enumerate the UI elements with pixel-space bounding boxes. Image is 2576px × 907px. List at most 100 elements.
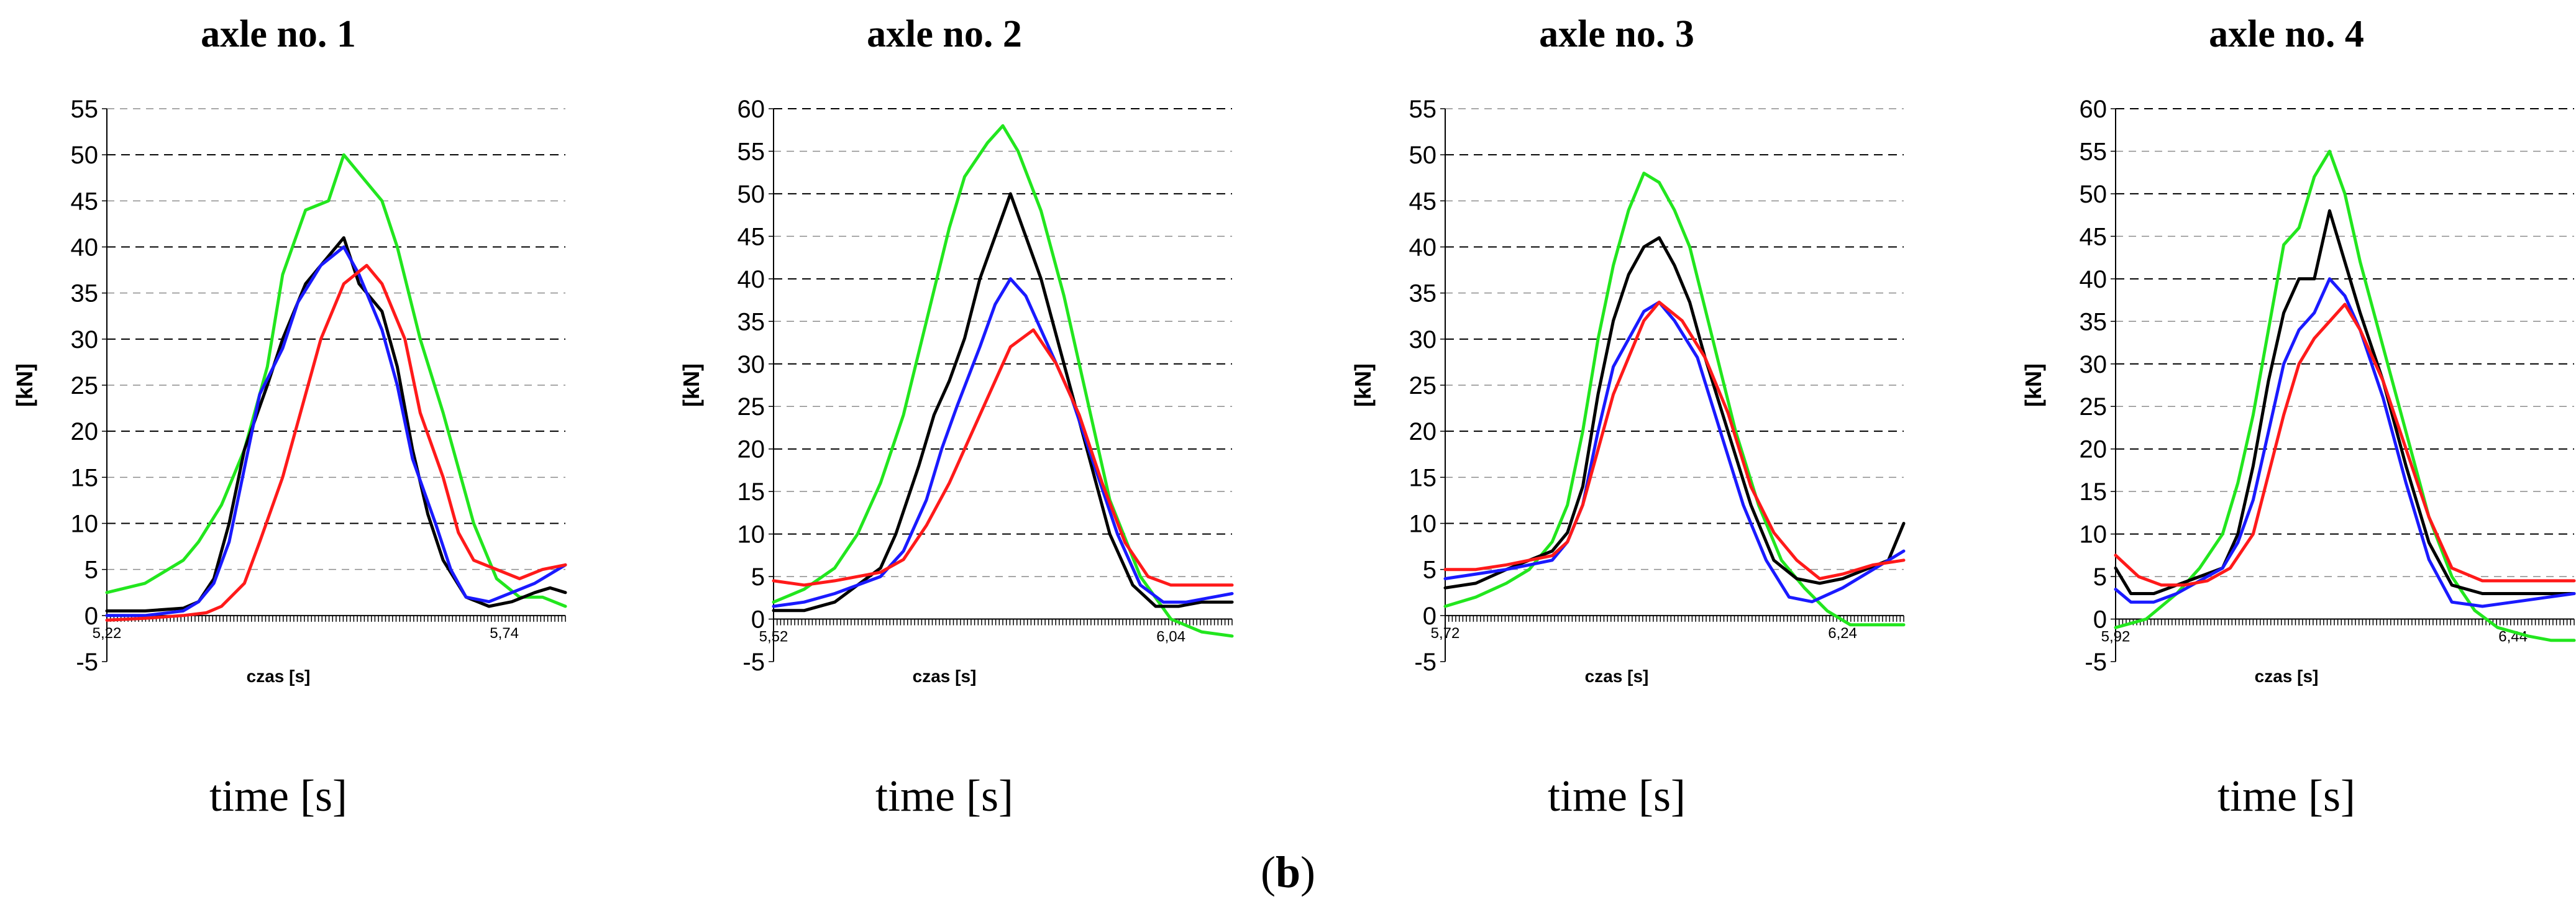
series-line-red — [105, 263, 567, 622]
y-tick-label: -5 — [76, 649, 98, 676]
x-axis-label: czas [s] — [2255, 667, 2319, 686]
chart-panel-3: axle no. 3 -5 0 5 10 15 20 25 30 35 40 45 50 55 5,72 6,… — [1350, 13, 1906, 821]
series-line-red — [2114, 303, 2576, 587]
x-tick-label: 6,04 — [1156, 629, 1185, 645]
y-tick-label: 0 — [84, 603, 98, 630]
caption-letter: b — [1276, 847, 1300, 897]
caption-close: ) — [1300, 847, 1315, 897]
y-tick-label: 10 — [2080, 521, 2108, 549]
y-tick-label: 25 — [71, 372, 99, 399]
y-tick-label: 5 — [751, 563, 765, 591]
y-tick-label: 20 — [2080, 436, 2108, 463]
y-tick-label: 15 — [1409, 464, 1437, 491]
y-tick-label: 5 — [2093, 563, 2107, 591]
x-tick-label: 5,92 — [2101, 629, 2131, 645]
y-tick-label: 35 — [738, 308, 765, 335]
y-tick-label: 10 — [738, 521, 765, 549]
y-tick-label: 50 — [2080, 181, 2108, 208]
y-tick-label: 25 — [738, 393, 765, 421]
y-tick-label: 0 — [1423, 603, 1436, 630]
series-line-blue — [1443, 301, 1906, 604]
y-tick-label: 40 — [2080, 266, 2108, 293]
y-axis-label: [kN] — [1350, 363, 1376, 407]
y-tick-label: 15 — [2080, 478, 2108, 506]
chart-title: axle no. 3 — [1539, 13, 1694, 55]
y-tick-label: 60 — [738, 96, 765, 123]
caption-open: ( — [1261, 847, 1276, 897]
y-tick-label: 30 — [738, 351, 765, 378]
y-tick-label: 40 — [738, 266, 765, 293]
y-tick-label: 35 — [1409, 280, 1437, 308]
y-tick-label: 5 — [84, 557, 98, 584]
y-tick-label: 55 — [1409, 96, 1437, 123]
y-tick-label: -5 — [742, 649, 765, 676]
y-tick-label: 50 — [1409, 142, 1437, 169]
y-tick-label: 55 — [2080, 138, 2108, 165]
chart-title: axle no. 4 — [2209, 13, 2364, 55]
y-tick-label: -5 — [1414, 649, 1436, 676]
y-tick-label: 20 — [71, 418, 99, 445]
y-tick-label: 30 — [2080, 351, 2108, 378]
x-tick-label: 5,74 — [490, 625, 519, 642]
series-line-green — [105, 153, 567, 608]
chart-panel-2: axle no. 2 -5 0 5 10 15 20 25 30 35 40 45 50 55 60 5,52… — [678, 13, 1234, 821]
y-tick-label: -5 — [2085, 649, 2107, 676]
y-tick-label: 50 — [738, 181, 765, 208]
series-line-green — [1443, 171, 1906, 627]
y-tick-label: 20 — [738, 436, 765, 463]
series-line-blue — [772, 277, 1234, 608]
x-tick-label: 6,24 — [1828, 625, 1857, 642]
y-tick-label: 45 — [1409, 188, 1437, 215]
x-minor-ticks — [1445, 615, 1904, 622]
series-line-green — [772, 124, 1234, 638]
y-axis-label: [kN] — [678, 363, 704, 407]
y-tick-label: 0 — [751, 606, 765, 634]
y-tick-label: 45 — [738, 223, 765, 250]
y-tick-label: 55 — [71, 96, 99, 123]
x-axis-label: czas [s] — [1585, 667, 1649, 686]
y-tick-label: 15 — [738, 478, 765, 506]
panel-caption: time [s] — [875, 771, 1013, 821]
series-line-red — [772, 328, 1234, 587]
chart-title: axle no. 1 — [201, 13, 356, 55]
y-axis-label: [kN] — [12, 363, 37, 407]
series-line-black — [2114, 209, 2576, 595]
y-tick-label: 55 — [738, 138, 765, 165]
figure-caption: (b) — [1261, 847, 1315, 897]
y-tick-label: 10 — [1409, 511, 1437, 538]
panel-caption: time [s] — [209, 771, 347, 821]
x-tick-label: 5,72 — [1431, 625, 1460, 642]
y-tick-label: 0 — [2093, 606, 2107, 634]
y-tick-label: 20 — [1409, 418, 1437, 445]
x-axis-label: czas [s] — [913, 667, 977, 686]
panel-caption: time [s] — [2217, 771, 2355, 821]
series-line-black — [105, 236, 567, 613]
y-tick-label: 35 — [2080, 308, 2108, 335]
y-tick-label: 45 — [2080, 223, 2108, 250]
y-tick-label: 30 — [1409, 326, 1437, 353]
y-tick-label: 10 — [71, 511, 99, 538]
y-tick-label: 40 — [1409, 234, 1437, 262]
chart-panel-4: axle no. 4 -5 0 5 10 15 20 25 30 35 40 45 50 55 60 5,92… — [2021, 13, 2576, 821]
x-minor-ticks — [773, 619, 1233, 626]
series-line-blue — [105, 245, 567, 618]
x-axis-label: czas [s] — [247, 667, 311, 686]
x-tick-label: 5,22 — [93, 625, 122, 642]
y-tick-label: 45 — [71, 188, 99, 215]
x-minor-ticks — [2115, 619, 2575, 626]
series-line-black — [772, 192, 1234, 613]
y-axis-label: [kN] — [2021, 363, 2046, 407]
series-line-black — [1443, 236, 1906, 590]
panel-caption: time [s] — [1548, 771, 1686, 821]
series-line-red — [1443, 301, 1906, 580]
y-tick-label: 60 — [2080, 96, 2108, 123]
y-tick-label: 30 — [71, 326, 99, 353]
series-line-green — [2114, 150, 2576, 642]
chart-panel-1: axle no. 1 -5 0 5 10 15 20 25 30 35 40 45 50 55 5,22 5,… — [12, 13, 567, 821]
y-tick-label: 5 — [1423, 557, 1436, 584]
y-tick-label: 25 — [1409, 372, 1437, 399]
series-line-blue — [2114, 277, 2576, 608]
chart-title: axle no. 2 — [867, 13, 1022, 55]
